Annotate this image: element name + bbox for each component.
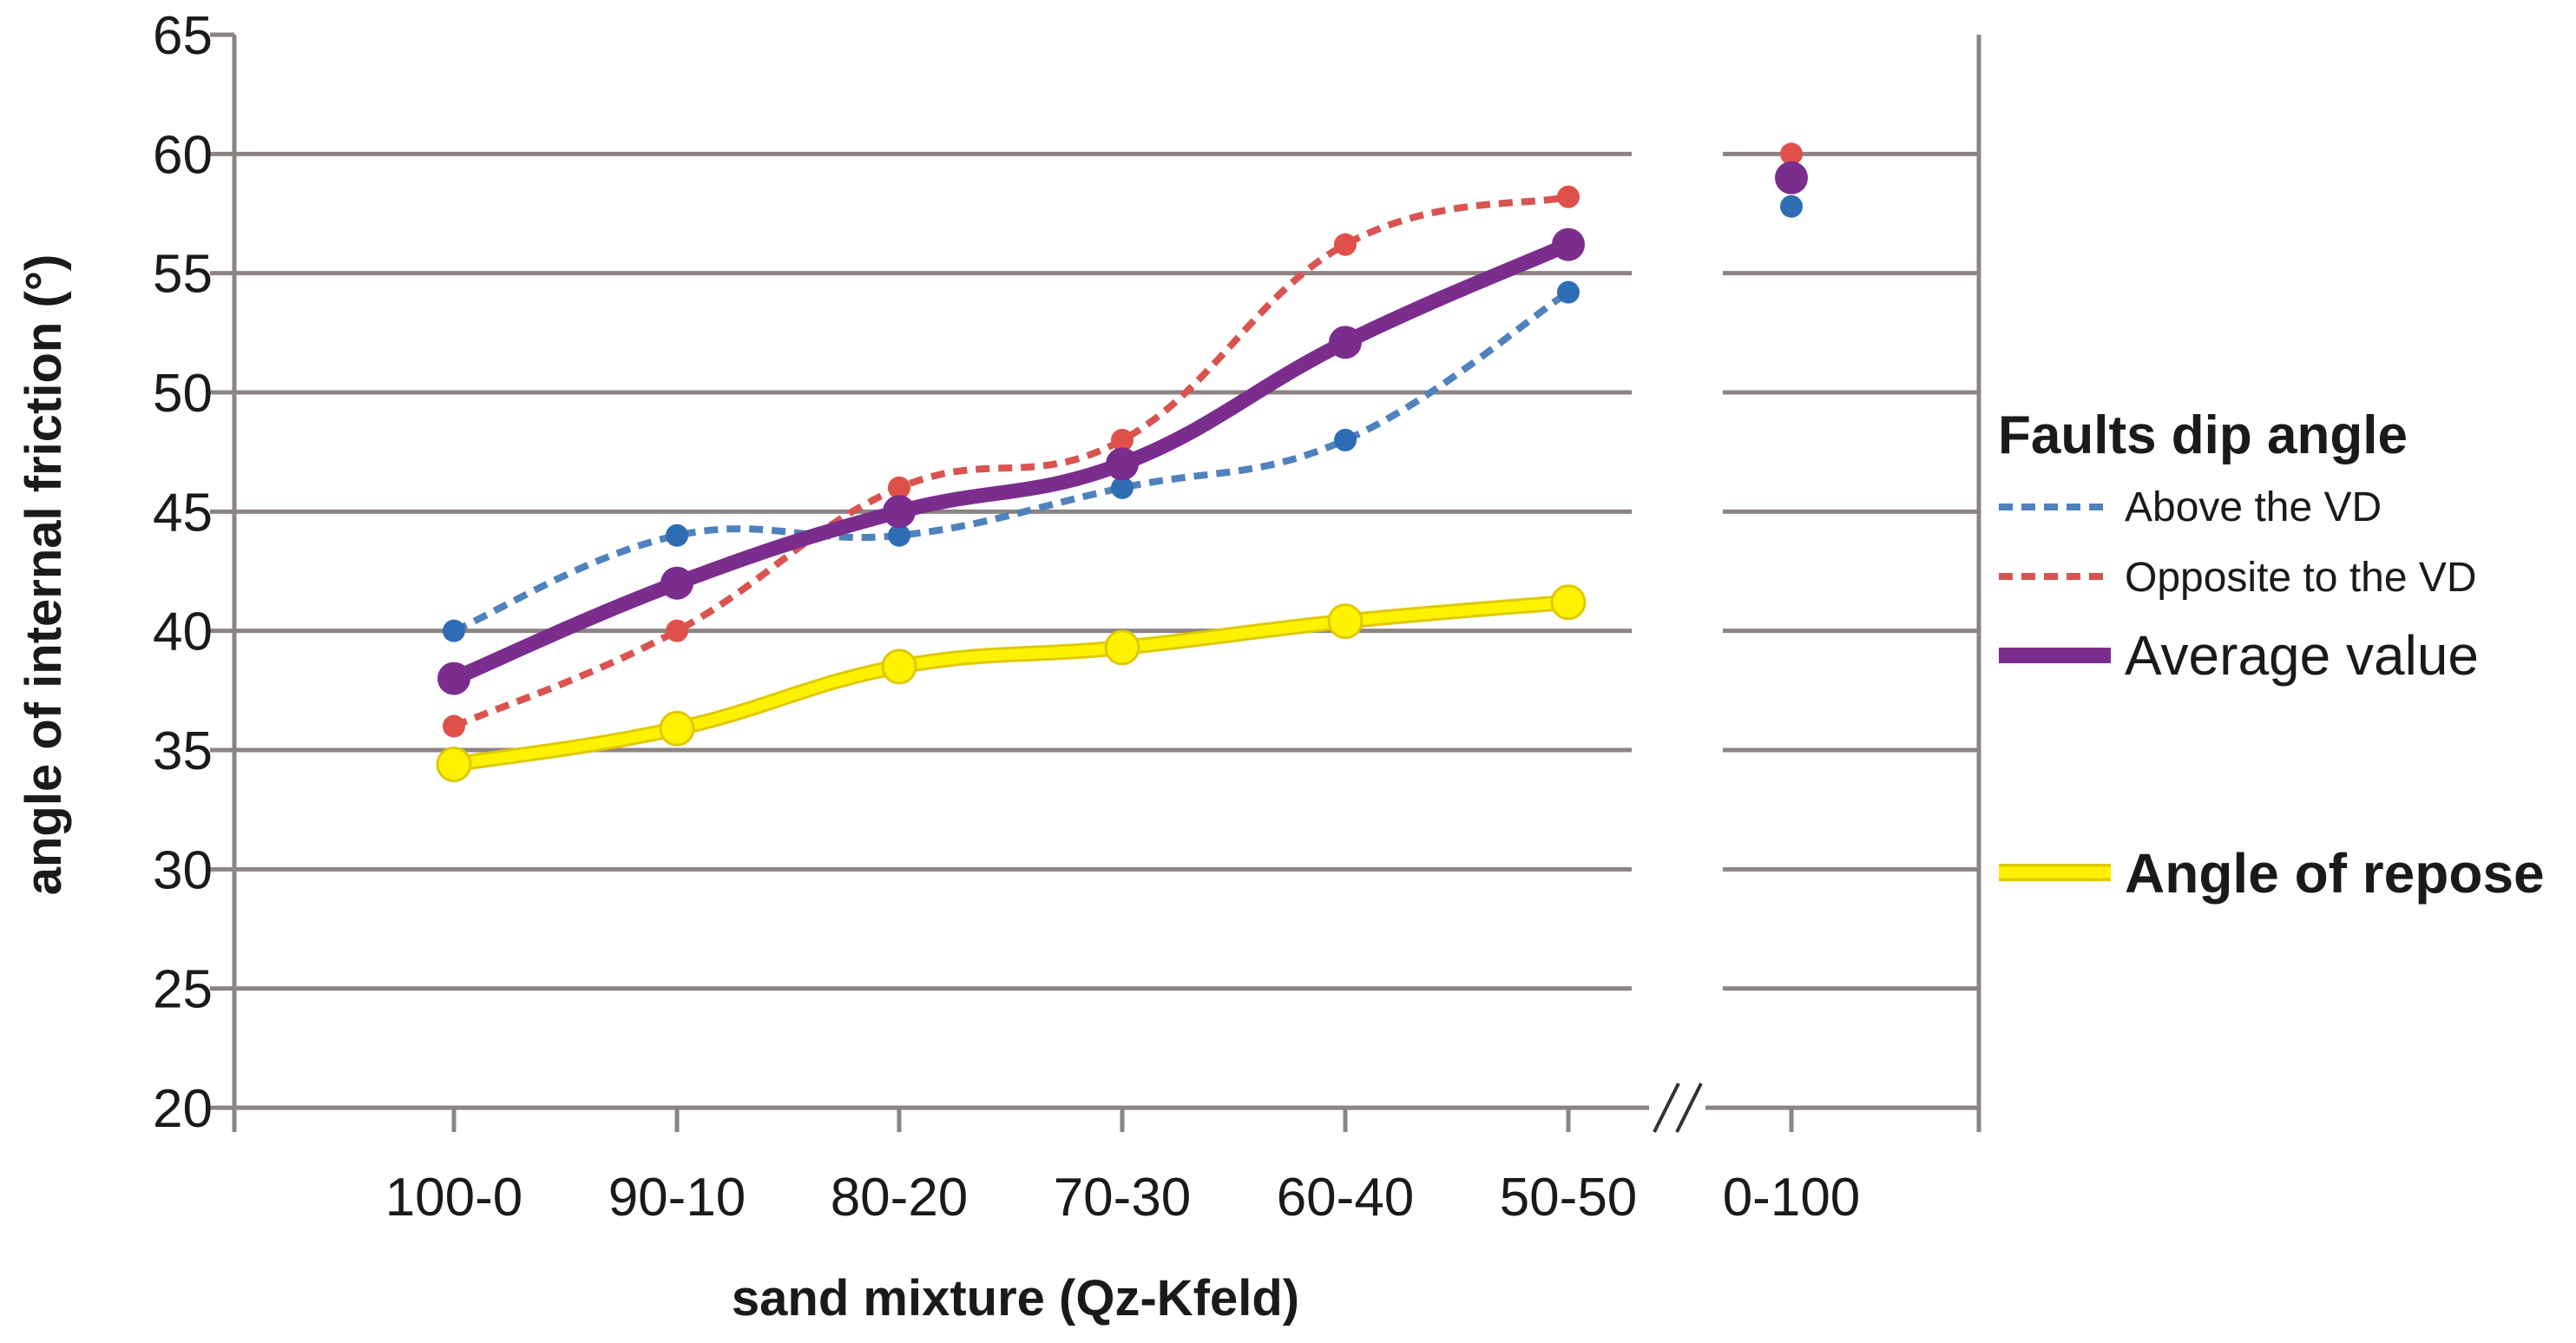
- point-average-value: [1552, 227, 1585, 261]
- x-tick-label: 60-40: [1277, 1168, 1415, 1228]
- point-above-the-vd: [1557, 280, 1580, 304]
- y-tick-label: 65: [153, 6, 213, 66]
- point-above-the-vd: [1780, 194, 1803, 218]
- point-angle-of-repose: [1550, 584, 1587, 621]
- series: [436, 142, 1808, 782]
- legend-label-above-vd: Above the VD: [2125, 484, 2382, 530]
- series-line-angle-of-repose: [449, 596, 1574, 770]
- point-opposite-to-the-vd: [1780, 142, 1803, 166]
- point-angle-of-repose: [1327, 603, 1364, 640]
- point-average-value: [437, 662, 470, 695]
- y-tick-label: 45: [153, 483, 213, 543]
- axes: [210, 32, 1981, 1133]
- point-average-value: [883, 495, 916, 529]
- series-opposite-to-the-vd: [443, 142, 1803, 738]
- legend-label-opposite-vd: Opposite to the VD: [2125, 555, 2477, 601]
- series-line-above-the-vd: [452, 289, 1571, 635]
- point-above-the-vd: [1111, 476, 1134, 499]
- y-tick-label: 50: [153, 364, 213, 424]
- legend: Faults dip angle Above the VD Opposite t…: [1998, 405, 2545, 905]
- point-average-value: [660, 566, 693, 600]
- legend-title: Faults dip angle: [1998, 405, 2408, 465]
- point-above-the-vd: [1334, 428, 1357, 451]
- y-tick-label: 30: [153, 840, 213, 900]
- y-tick-label: 35: [153, 721, 213, 781]
- point-average-value: [1329, 326, 1362, 359]
- y-tick-label: 60: [153, 125, 213, 185]
- x-tick-label: 80-20: [831, 1168, 969, 1228]
- point-opposite-to-the-vd: [443, 714, 465, 738]
- point-opposite-to-the-vd: [888, 476, 910, 499]
- x-tick-label: 50-50: [1500, 1168, 1638, 1228]
- y-tick-label: 20: [153, 1079, 213, 1139]
- point-above-the-vd: [443, 619, 465, 642]
- point-angle-of-repose: [659, 710, 695, 747]
- y-tick-label: 40: [153, 602, 213, 662]
- point-average-value: [1775, 161, 1808, 194]
- series-line-opposite-to-the-vd: [452, 193, 1569, 730]
- point-angle-of-repose: [1104, 629, 1140, 666]
- series-line-average-value: [446, 237, 1576, 687]
- y-tick-label: 55: [153, 245, 213, 305]
- x-tick-label: 70-30: [1054, 1168, 1192, 1228]
- point-opposite-to-the-vd: [1111, 428, 1134, 451]
- series-average-value: [437, 161, 1808, 695]
- x-tick-label: 100-0: [385, 1168, 523, 1228]
- point-opposite-to-the-vd: [1557, 185, 1580, 208]
- series-angle-of-repose: [436, 584, 1587, 782]
- series-above-the-vd: [443, 194, 1803, 642]
- x-axis-title: sand mixture (Qz-Kfeld): [732, 1270, 1299, 1327]
- axis-break-mark: [1653, 1083, 1680, 1133]
- point-angle-of-repose: [436, 746, 472, 782]
- point-opposite-to-the-vd: [1334, 233, 1357, 256]
- tick-labels: 20 25 30 35 40 45 50 55 60 65 100-0 90-10 80-20 70-30…: [153, 6, 1860, 1228]
- point-opposite-to-the-vd: [666, 619, 688, 642]
- point-angle-of-repose: [881, 648, 917, 685]
- point-above-the-vd: [888, 523, 910, 547]
- point-average-value: [1106, 447, 1139, 481]
- point-above-the-vd: [666, 523, 688, 547]
- x-tick-label: 0-100: [1723, 1168, 1861, 1228]
- x-tick-label: 90-10: [608, 1168, 746, 1228]
- legend-label-average: Average value: [2125, 624, 2479, 687]
- legend-label-repose: Angle of repose: [2125, 842, 2545, 905]
- y-tick-label: 25: [153, 960, 213, 1020]
- gridlines: [234, 151, 1979, 991]
- axis-break-mark: [1675, 1083, 1703, 1133]
- y-axis-title: angle of internal friction (°): [16, 254, 72, 896]
